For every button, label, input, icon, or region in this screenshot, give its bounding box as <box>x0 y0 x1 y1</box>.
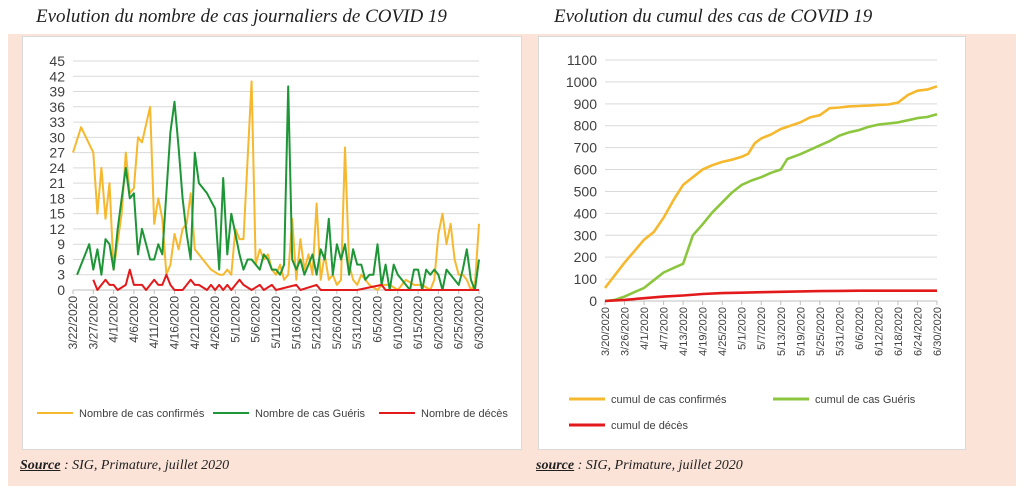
legend-label: Nombre de cas confirmés <box>79 408 205 420</box>
x-tick-label: 4/16/2020 <box>168 296 182 350</box>
x-tick-label: 4/25/2020 <box>717 307 729 356</box>
daily-cases-chart: 0 3 6 9 12 15 18 21 24 27 30 33 36 39 42 45 3/22/2020 3/2… <box>22 36 522 450</box>
x-tick-label: 5/1/2020 <box>737 307 749 350</box>
y-tick-label: 3 <box>57 267 65 283</box>
source-label: source <box>536 458 575 473</box>
x-tick-label: 6/20/2020 <box>431 296 445 350</box>
x-tick-label: 5/25/2020 <box>815 307 827 356</box>
y-tick-label: 45 <box>49 53 65 69</box>
x-tick-label: 4/26/2020 <box>208 296 222 350</box>
y-tick-label: 100 <box>574 271 598 287</box>
chart-title-cumulative: Evolution du cumul des cas de COVID 19 <box>554 6 873 27</box>
x-tick-label: 5/21/2020 <box>310 296 324 350</box>
x-tick-label: 5/31/2020 <box>834 307 846 356</box>
y-tick-label: 1000 <box>566 74 597 90</box>
x-tick-label: 6/18/2020 <box>893 307 905 356</box>
y-tick-label: 33 <box>49 114 65 130</box>
y-tick-label: 300 <box>574 227 598 243</box>
x-tick-label: 4/6/2020 <box>127 296 141 343</box>
x-tick-label: 6/30/2020 <box>932 307 944 356</box>
x-tick-label: 6/25/2020 <box>452 296 466 350</box>
x-tick-label: 6/5/2020 <box>371 296 385 343</box>
y-tick-label: 400 <box>574 205 598 221</box>
legend-label: Nombre de cas Guéris <box>255 408 366 420</box>
y-tick-label: 9 <box>57 236 65 252</box>
source-label: Source <box>20 458 61 473</box>
legend-label: cumul de décès <box>611 420 689 432</box>
x-tick-label: 6/10/2020 <box>391 296 405 350</box>
source-text: : SIG, Primature, juillet 2020 <box>60 458 230 473</box>
x-tick-label: 5/7/2020 <box>756 307 768 350</box>
y-tick-label: 1100 <box>567 52 597 68</box>
x-tick-label: 4/21/2020 <box>188 296 202 350</box>
x-tick-label: 4/1/2020 <box>639 307 651 350</box>
x-tick-label: 5/6/2020 <box>249 296 263 343</box>
y-tick-label: 900 <box>574 96 598 112</box>
x-tick-label: 5/11/2020 <box>269 296 283 349</box>
series-line-2 <box>76 85 480 291</box>
legend-label: cumul de cas Guéris <box>815 394 916 406</box>
series-line-1 <box>72 80 480 291</box>
x-tick-label: 5/26/2020 <box>330 296 344 350</box>
y-tick-label: 700 <box>574 140 598 156</box>
x-tick-label: 3/22/2020 <box>66 296 80 350</box>
y-tick-label: 15 <box>49 206 65 222</box>
y-tick-label: 36 <box>49 99 65 115</box>
x-tick-label: 3/27/2020 <box>86 296 100 350</box>
x-tick-label: 4/7/2020 <box>659 307 671 350</box>
x-tick-label: 4/13/2020 <box>678 307 690 356</box>
y-tick-label: 200 <box>574 249 598 265</box>
x-tick-label: 6/6/2020 <box>854 307 866 350</box>
y-tick-label: 30 <box>49 129 65 145</box>
y-tick-label: 42 <box>49 68 65 84</box>
series-line-3 <box>604 289 937 303</box>
x-tick-label: 6/15/2020 <box>411 296 425 350</box>
x-tick-label: 5/19/2020 <box>795 307 807 356</box>
y-tick-label: 0 <box>589 293 597 309</box>
cumulative-cases-chart: 0 100 200 300 400 500 600 700 800 900 1000 1100 3/20… <box>538 36 966 450</box>
y-tick-label: 39 <box>49 84 65 100</box>
x-tick-label: 5/16/2020 <box>289 296 303 350</box>
y-tick-label: 600 <box>574 162 598 178</box>
x-tick-label: 6/24/2020 <box>912 307 924 356</box>
y-tick-label: 500 <box>574 183 598 199</box>
x-tick-label: 3/26/2020 <box>620 307 632 356</box>
legend-label: cumul de cas confirmés <box>611 394 727 406</box>
y-tick-label: 800 <box>574 118 598 134</box>
x-tick-label: 4/19/2020 <box>698 307 710 356</box>
y-tick-label: 27 <box>49 145 65 161</box>
source-note-cumulative: source : SIG, Primature, juillet 2020 <box>536 458 743 474</box>
x-tick-label: 5/13/2020 <box>776 307 788 356</box>
y-tick-label: 12 <box>49 221 65 237</box>
series-line-3 <box>92 268 479 291</box>
x-tick-label: 5/1/2020 <box>228 296 242 343</box>
series-line-2 <box>604 113 938 303</box>
cumulative-cases-svg: 0 100 200 300 400 500 600 700 800 900 1000 1100 3/20… <box>566 52 944 432</box>
y-tick-label: 21 <box>49 175 65 191</box>
x-tick-label: 4/1/2020 <box>107 296 121 343</box>
source-text: : SIG, Primature, juillet 2020 <box>574 458 743 473</box>
x-tick-label: 6/12/2020 <box>873 307 885 356</box>
chart-title-daily: Evolution du nombre de cas journaliers d… <box>36 6 447 27</box>
x-tick-label: 4/11/2020 <box>147 296 161 349</box>
x-tick-label: 3/20/2020 <box>600 307 612 356</box>
legend-label: Nombre de décès <box>421 408 508 420</box>
x-tick-label: 5/31/2020 <box>350 296 364 350</box>
x-tick-label: 6/30/2020 <box>472 296 486 350</box>
y-tick-label: 0 <box>57 282 65 298</box>
series-line-1 <box>603 85 938 289</box>
y-tick-label: 24 <box>49 160 65 176</box>
source-note-daily: Source : SIG, Primature, juillet 2020 <box>20 458 229 474</box>
y-tick-label: 6 <box>57 251 65 267</box>
y-tick-label: 18 <box>49 190 65 206</box>
